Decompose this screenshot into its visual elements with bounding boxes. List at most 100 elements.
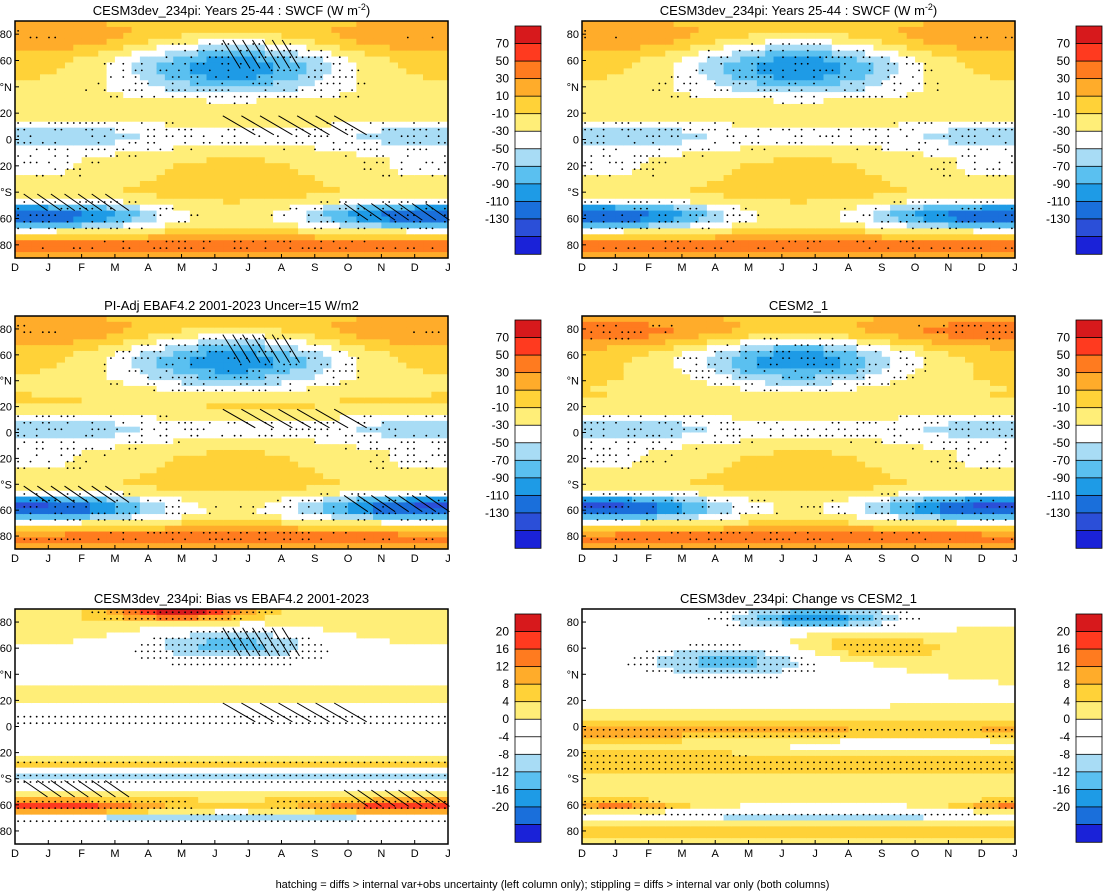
heatmap-cell — [1006, 133, 1016, 141]
heatmap-cell — [873, 175, 883, 182]
heatmap-cell — [131, 186, 141, 194]
stipple-dot — [289, 49, 292, 52]
stipple-dot — [159, 69, 162, 72]
stipple-dot — [17, 214, 19, 217]
heatmap-cell — [781, 26, 791, 34]
stipple-dot — [444, 214, 446, 217]
heatmap-cell — [123, 204, 133, 212]
heatmap-cell — [348, 222, 358, 229]
heatmap-cell — [398, 32, 407, 40]
heatmap-cell — [73, 169, 83, 176]
heatmap-cell — [923, 180, 933, 188]
heatmap-cell — [881, 192, 891, 200]
stipple-dot — [122, 128, 125, 131]
stipple-dot — [184, 43, 187, 45]
heatmap-cell — [273, 127, 283, 135]
heatmap-cell — [223, 210, 233, 218]
heatmap-cell — [823, 240, 833, 247]
heatmap-cell — [264, 80, 274, 87]
heatmap-cell — [231, 92, 241, 99]
heatmap-cell — [765, 68, 775, 75]
heatmap-cell — [690, 68, 700, 75]
heatmap-cell — [431, 103, 441, 111]
heatmap-cell — [615, 163, 625, 170]
stipple-dot — [103, 148, 106, 151]
heatmap-cell — [656, 26, 666, 34]
stipple-dot — [103, 135, 106, 138]
heatmap-cell — [348, 192, 358, 200]
colorbar-label: -110 — [486, 194, 509, 208]
heatmap-cell — [698, 74, 708, 81]
heatmap-cell — [431, 139, 441, 147]
heatmap-cell — [431, 163, 441, 170]
heatmap-cell — [723, 62, 733, 69]
heatmap-cell — [956, 192, 966, 200]
heatmap-cell — [273, 228, 283, 235]
heatmap-cell — [940, 92, 949, 99]
heatmap-cell — [189, 157, 199, 164]
heatmap-cell — [223, 38, 233, 46]
heatmap-cell — [398, 222, 407, 229]
stipple-dot — [400, 201, 403, 203]
stipple-dot — [738, 69, 741, 72]
heatmap-cell — [748, 145, 758, 152]
heatmap-cell — [923, 62, 933, 69]
heatmap-cell — [631, 109, 641, 117]
heatmap-cell — [323, 50, 333, 58]
heatmap-cell — [348, 145, 358, 152]
heatmap-cell — [214, 21, 224, 28]
heatmap-cell — [665, 133, 675, 141]
heatmap-cell — [690, 103, 700, 111]
stipple-dot — [658, 128, 661, 131]
stipple-dot — [677, 128, 679, 131]
stipple-dot — [658, 161, 661, 164]
heatmap-cell — [356, 169, 366, 176]
heatmap-cell — [840, 80, 850, 87]
heatmap-cell — [665, 151, 675, 158]
heatmap-cell — [631, 186, 641, 194]
heatmap-cell — [156, 62, 166, 69]
heatmap-cell — [673, 192, 683, 200]
heatmap-cell — [648, 115, 658, 123]
heatmap-cell — [656, 80, 666, 87]
heatmap-cell — [156, 175, 166, 182]
heatmap-cell — [890, 163, 900, 170]
heatmap-cell — [64, 38, 74, 46]
heatmap-cell — [890, 252, 900, 259]
stipple-dot — [196, 95, 199, 98]
heatmap-cell — [656, 68, 666, 75]
heatmap-cell — [314, 38, 324, 46]
heatmap-cell — [798, 98, 808, 105]
heatmap-cell — [223, 109, 233, 117]
heatmap-cell — [848, 133, 858, 141]
stipple-dot — [289, 69, 292, 72]
heatmap-cell — [239, 121, 249, 129]
heatmap-cell — [348, 115, 358, 123]
heatmap-cell — [590, 62, 600, 69]
heatmap-cell — [631, 228, 641, 235]
y-tick-label: 80 — [0, 240, 12, 252]
heatmap-cell — [406, 180, 416, 188]
heatmap-cell — [598, 121, 608, 129]
stipple-dot — [689, 95, 692, 98]
heatmap-cell — [848, 26, 858, 34]
heatmap-cell — [948, 234, 958, 241]
heatmap-cell — [314, 151, 324, 158]
heatmap-cell — [881, 246, 891, 253]
heatmap-cell — [740, 204, 750, 212]
heatmap-cell — [973, 80, 983, 87]
heatmap-cell — [640, 56, 650, 64]
heatmap-cell — [431, 234, 441, 241]
heatmap-cell — [281, 204, 291, 212]
heatmap-cell — [406, 62, 416, 69]
heatmap-cell — [64, 139, 74, 147]
heatmap-cell — [56, 44, 66, 52]
heatmap-cell — [15, 216, 24, 224]
heatmap-cell — [631, 92, 641, 99]
heatmap-cell — [289, 50, 299, 58]
heatmap-cell — [81, 103, 91, 111]
heatmap-cell — [940, 234, 949, 241]
heatmap-cell — [81, 32, 91, 40]
heatmap-cell — [323, 115, 333, 123]
heatmap-cell — [681, 121, 691, 129]
